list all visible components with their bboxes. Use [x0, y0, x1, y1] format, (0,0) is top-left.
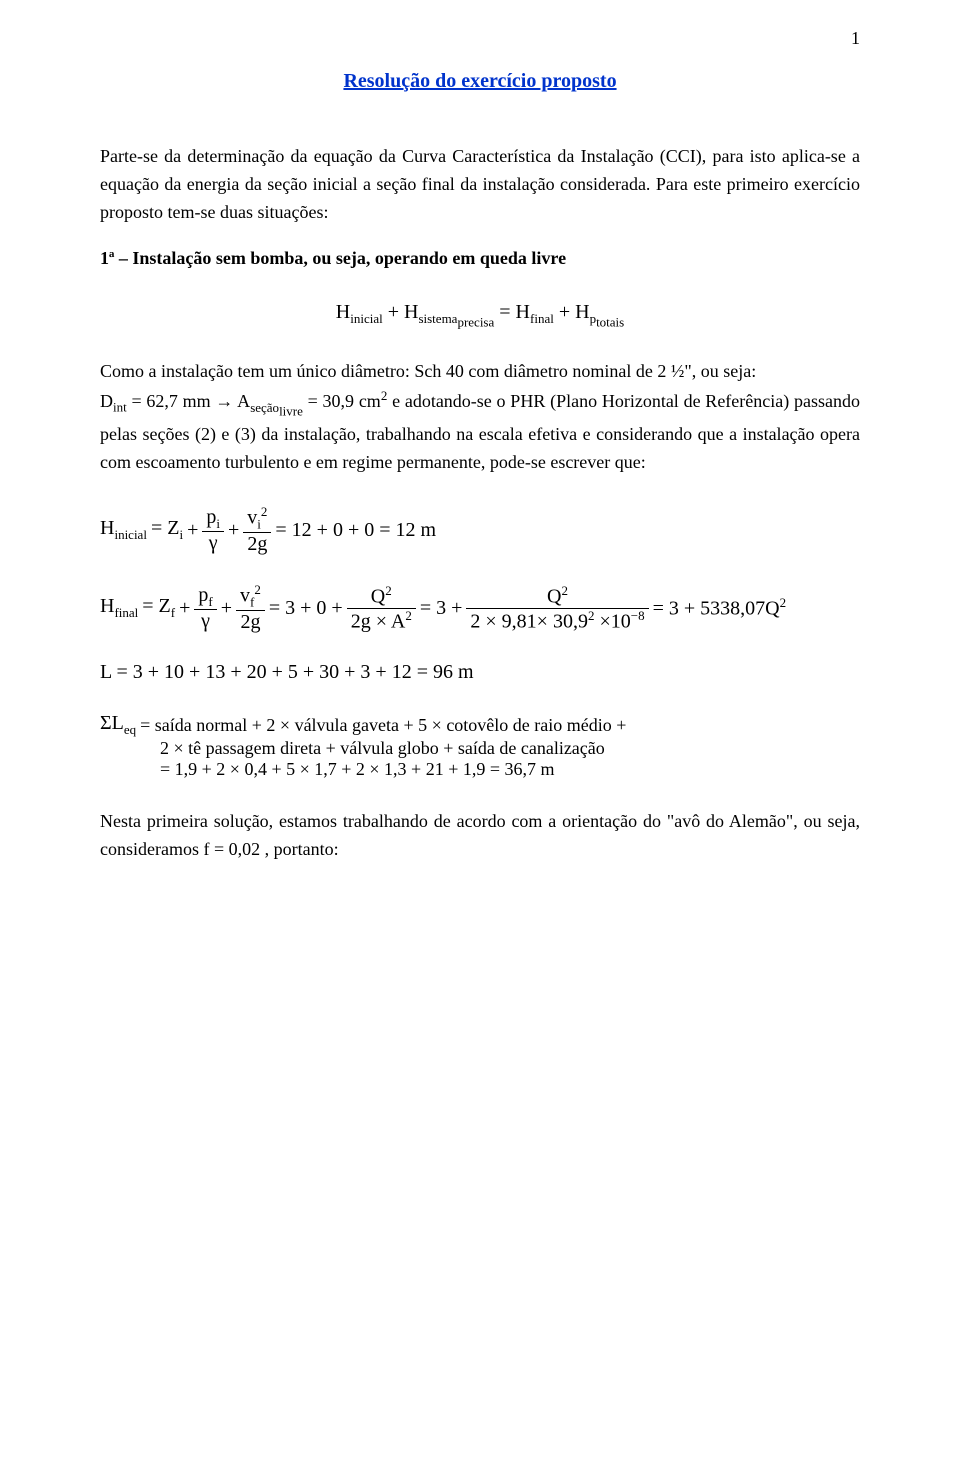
- eq-sub: ptotais: [590, 311, 625, 326]
- paragraph-intro: Parte-se da determinação da equação da C…: [100, 143, 860, 227]
- text-run: , portanto:: [260, 839, 339, 859]
- text-run: Como a instalação tem um único diâmetro:…: [100, 361, 756, 381]
- eq-term: H: [575, 301, 589, 323]
- case-1-heading: 1ª – Instalação sem bomba, ou seja, oper…: [100, 245, 860, 273]
- page-number: 1: [851, 28, 860, 49]
- equation-h-final: Hfinal = Zf + pf γ + vf2 2g = 3 + 0 + Q2…: [100, 583, 860, 633]
- eq-op: =: [499, 301, 515, 323]
- equation-h-inicial: Hinicial = Zi + pi γ + vi2 2g = 12 + 0 +…: [100, 505, 860, 555]
- document-title: Resolução do exercício proposto: [100, 70, 860, 93]
- eq-term: H: [404, 301, 418, 323]
- equation-energy-balance: Hinicial + Hsistemaprecisa = Hfinal + Hp…: [100, 301, 860, 331]
- eq-op: +: [559, 301, 575, 323]
- paragraph-final: Nesta primeira solução, estamos trabalha…: [100, 808, 860, 864]
- eq-term: H: [516, 301, 530, 323]
- eq-sub: sistemaprecisa: [418, 311, 494, 326]
- eq-inline: Dint = 62,7 mm → Aseçãolivre = 30,9 cm2: [100, 391, 392, 411]
- eq-sub: final: [530, 311, 554, 326]
- eq-sub: inicial: [350, 311, 383, 326]
- eq-op: +: [388, 301, 404, 323]
- paragraph-diameter: Como a instalação tem um único diâmetro:…: [100, 358, 860, 477]
- equation-length: L = 3 + 10 + 13 + 20 + 5 + 30 + 3 + 12 =…: [100, 661, 860, 684]
- equation-leq: ΣLeq = saída normal + 2 × válvula gaveta…: [100, 712, 860, 780]
- eq-term: H: [336, 301, 350, 323]
- page: 1 Resolução do exercício proposto Parte-…: [0, 0, 960, 1466]
- eq-inline: f = 0,02: [203, 839, 260, 859]
